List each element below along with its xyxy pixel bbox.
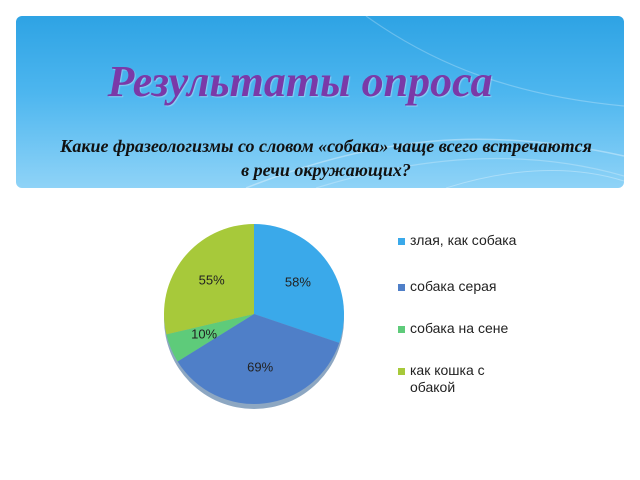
- slice-data-label: 10%: [191, 327, 217, 342]
- slide-subtitle: Какие фразеологизмы со словом «собака» ч…: [60, 136, 592, 180]
- slice-data-label: 58%: [285, 275, 311, 290]
- slice-data-label: 69%: [247, 360, 273, 375]
- legend-item: злая, как собака: [398, 232, 568, 249]
- pie-slice: [177, 314, 340, 405]
- legend-swatch: [398, 284, 405, 291]
- header-banner: Результаты опроса Какие фразеологизмы со…: [16, 16, 624, 188]
- legend-item: как кошка с обакой: [398, 362, 568, 396]
- legend-item: собака на сене: [398, 320, 568, 337]
- legend-item: собака серая: [398, 278, 568, 295]
- pie-slice: [254, 224, 344, 343]
- legend-label: собака серая: [410, 278, 497, 294]
- legend-swatch: [398, 368, 405, 375]
- legend-swatch: [398, 326, 405, 333]
- legend-swatch: [398, 238, 405, 245]
- legend-label: злая, как собака: [410, 232, 517, 248]
- slice-data-label: 55%: [199, 272, 225, 287]
- legend-label: как кошка с обакой: [410, 362, 485, 395]
- pie-slice: [166, 314, 254, 362]
- pie-slice: [164, 224, 254, 335]
- slide-title: Результаты опроса: [107, 57, 493, 106]
- banner-decoration: [245, 16, 624, 188]
- legend-label: собака на сене: [410, 320, 509, 336]
